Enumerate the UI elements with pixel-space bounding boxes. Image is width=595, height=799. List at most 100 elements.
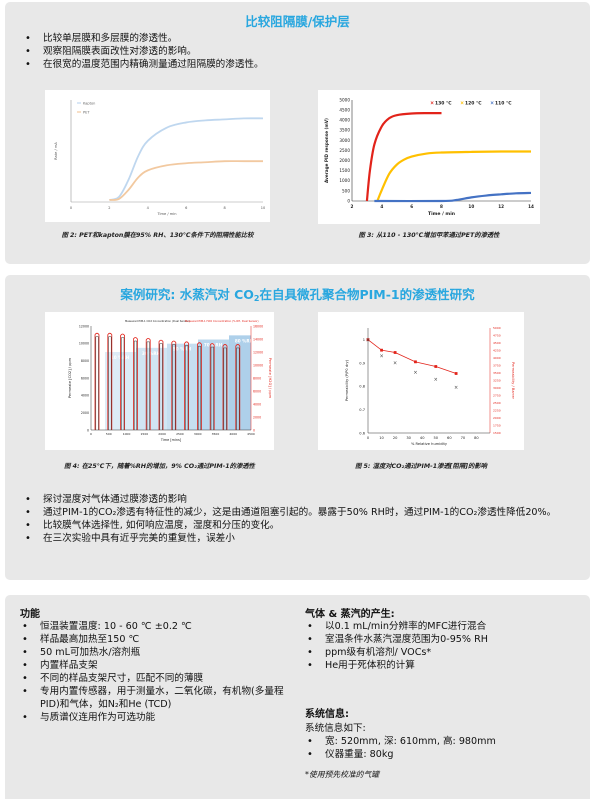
- x-tick-label: 4000: [229, 432, 237, 436]
- list-item: 不同的样品支架尺寸，匹配不同的薄膜: [20, 672, 295, 685]
- list-item: ppm级有机溶剂/ VOCs*: [305, 646, 585, 659]
- rh-band-label: 50 %RH: [173, 347, 192, 352]
- system-intro: 系统信息如下:: [305, 723, 366, 734]
- x-tick-label: 12: [498, 204, 504, 209]
- legend-label: Measured PIM-1 CO2 Concentration (Dual S…: [125, 319, 190, 323]
- y2-tick-label: 4500: [493, 341, 501, 345]
- y2-tick-label: 0: [253, 428, 255, 432]
- h2o-pulse: [133, 340, 138, 430]
- y-tick-label: 1: [363, 338, 365, 342]
- legend-marker: ×: [490, 101, 494, 107]
- y-tick-label: 5000: [339, 97, 350, 102]
- list-item: 室温条件水蒸汽湿度范围为0-95% RH: [305, 633, 585, 646]
- legend-label: 120 °C: [465, 101, 482, 107]
- co2-pulse: [145, 337, 151, 430]
- y-tick-label: 8000: [81, 359, 89, 363]
- x-tick-label: 2: [351, 204, 354, 209]
- y-tick-label: 0: [87, 428, 89, 432]
- h2o-pulse: [108, 336, 112, 430]
- co2-pulse: [184, 341, 189, 430]
- data-point-red: [393, 351, 397, 354]
- list-item: 宽: 520mm, 深: 610mm, 高: 980mm: [305, 735, 585, 748]
- x-tick-label: 2000: [158, 432, 166, 436]
- gas-heading: 气体 & 蒸汽的产生:: [305, 609, 395, 620]
- x-tick-label: 1000: [123, 432, 131, 436]
- y-tick-label: 2500: [339, 148, 350, 153]
- y2-tick-label: 2250: [493, 409, 501, 413]
- co2-pulse: [171, 340, 177, 430]
- y2-axis-label: Permeate [H2O] / ppm: [268, 358, 272, 399]
- figure4-caption: 图 4: 在25℃下，随着%RH的增加，9% CO₂通过PIM-1的渗透性: [64, 463, 255, 470]
- figure5-caption: 图 5: 湿度对CO₂通过PIM-1渗透[阻隔]的影响: [355, 463, 487, 470]
- data-point-x: ×: [379, 354, 383, 360]
- legend-marker: ×: [430, 101, 434, 107]
- calibrated-gas-note: *使用预先校准的气罐: [305, 770, 380, 779]
- y2-tick-label: 2000: [253, 415, 261, 419]
- x-tick-label: 8: [440, 204, 443, 209]
- y2-tick-label: 10000: [253, 363, 263, 367]
- h2o-pulse: [185, 345, 189, 430]
- y-tick-label: 6000: [81, 376, 89, 380]
- section2-title: 案例研究: 水蒸汽对 CO2在自具微孔聚合物PIM-1的渗透性研究: [120, 287, 475, 303]
- list-item: 恒温装置温度: 10 - 60 ℃ ±0.2 ℃: [20, 620, 295, 633]
- x-tick-label: 3500: [212, 432, 220, 436]
- figure4-chart: 10 %RH 30 %RH 50 %RH 70 %RH 80 %RH 0 2000 4000 6…: [45, 312, 274, 450]
- figure3-svg: 0 500 1000 1500 2000 2500 3000 3500 4000 4500 5000…: [324, 97, 534, 217]
- figure2-svg: 0 2 4 6 8 10 Time / min Rate / mA Kapton PET: [54, 100, 265, 216]
- section1-bullets: 比较单层膜和多层膜的渗透性。 观察阻隔膜表面改性对渗透的影响。 在很宽的温度范围…: [23, 32, 583, 71]
- y-tick-label: 500: [342, 188, 350, 193]
- series-line-kapton: [109, 117, 264, 201]
- data-point-red: [434, 365, 438, 368]
- x-tick-label: 8: [223, 206, 225, 210]
- y2-tick-label: 16000: [253, 324, 263, 328]
- y2-tick-label: 4250: [493, 349, 501, 353]
- h2o-pulse: [197, 345, 202, 430]
- section2-bullets: 探讨湿度对气体通过膜渗透的影响 通过PIM-1的CO₂渗透有特征性的减少，这是由…: [23, 493, 583, 545]
- y2-tick-label: 1750: [493, 424, 501, 428]
- x-tick-label: 1500: [141, 432, 149, 436]
- y2-tick-label: 6000: [253, 389, 261, 393]
- series-line-2: [374, 191, 532, 203]
- x-tick-label: 14: [528, 204, 534, 209]
- co2-pulse: [209, 343, 215, 430]
- x-tick-label: 20: [393, 436, 398, 440]
- y2-tick-label: 4000: [253, 402, 261, 406]
- h2o-pulse: [121, 337, 125, 430]
- y2-tick-label: 14000: [253, 337, 263, 341]
- y2-tick-label: 4750: [493, 334, 501, 338]
- system-list: 宽: 520mm, 深: 610mm, 高: 980mm 仪器重量: 80kg: [305, 735, 585, 761]
- rh-band-label: 70 %RH: [204, 343, 223, 348]
- data-point-x: ×: [393, 361, 397, 367]
- x-tick-label: 30: [406, 436, 411, 440]
- y-tick-label: 0.7: [359, 408, 365, 412]
- rh-band-label: 80 %RH: [235, 338, 254, 343]
- barrier-comparison-panel: 比较阻隔膜/保护层 比较单层膜和多层膜的渗透性。 观察阻隔膜表面改性对渗透的影响…: [5, 2, 590, 264]
- x-tick-label: 4500: [247, 432, 255, 436]
- y2-tick-label: 3500: [493, 371, 501, 375]
- functions-heading: 功能: [20, 609, 40, 620]
- x-tick-label: 4: [380, 204, 383, 209]
- section1-title: 比较阻隔膜/保护层: [245, 14, 350, 29]
- list-item: 50 mL可加热水/溶剂瓶: [20, 646, 295, 659]
- x-tick-label: 2: [108, 206, 110, 210]
- y-tick-label: 0: [347, 198, 350, 203]
- list-item: 内置样品支架: [20, 659, 295, 672]
- list-item: 在三次实验中具有近乎完美的重复性，误差小: [23, 532, 583, 545]
- data-point-red: [366, 338, 370, 342]
- x-tick-label: 0: [70, 206, 72, 210]
- x-tick-label: 2500: [176, 432, 184, 436]
- series-line-0: [365, 112, 442, 202]
- x-axis-label: Time / min: [428, 211, 455, 217]
- x-tick-label: 10: [261, 206, 265, 210]
- list-item: 在很宽的温度范围内精确测量通过阻隔膜的渗透性。: [23, 58, 583, 71]
- x-tick-label: 500: [106, 432, 112, 436]
- legend-label: Kapton: [83, 101, 95, 105]
- y2-tick-label: 8000: [253, 376, 261, 380]
- x-tick-label: 70: [461, 436, 466, 440]
- case-study-panel: 案例研究: 水蒸汽对 CO2在自具微孔聚合物PIM-1的渗透性研究 10 %RH…: [5, 275, 590, 580]
- y2-tick-label: 2000: [493, 416, 501, 420]
- figure3-caption: 图 3: 从110 - 130℃增加甲苯通过PET的渗透性: [358, 232, 500, 239]
- y2-tick-label: 3750: [493, 364, 501, 368]
- co2-pulse: [94, 332, 100, 430]
